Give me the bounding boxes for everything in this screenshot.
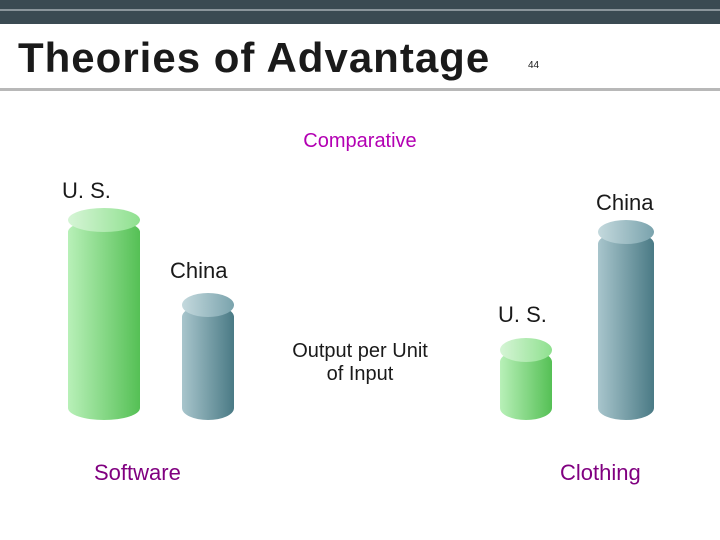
slide-top-bar bbox=[0, 0, 720, 24]
center-label-line1: Output per Unit bbox=[292, 340, 428, 362]
label-clothing: Clothing bbox=[560, 460, 641, 486]
cylinder-body bbox=[598, 232, 654, 420]
cylinder-body bbox=[68, 220, 140, 420]
label-us-right: U. S. bbox=[498, 302, 547, 328]
label-us-left: U. S. bbox=[62, 178, 111, 204]
page-number: 44 bbox=[528, 60, 539, 71]
cylinder-top bbox=[182, 293, 234, 317]
slide-top-bar-line bbox=[0, 9, 720, 11]
label-china-left: China bbox=[170, 258, 227, 284]
cylinder-body bbox=[182, 305, 234, 420]
cylinder-clothing-china bbox=[598, 232, 654, 420]
cylinder-software-us bbox=[68, 220, 140, 420]
page-title: Theories of Advantage bbox=[18, 34, 490, 82]
title-underline bbox=[0, 88, 720, 91]
label-software: Software bbox=[94, 460, 181, 486]
subtitle-comparative: Comparative bbox=[303, 130, 416, 153]
cylinder-software-china bbox=[182, 305, 234, 420]
label-china-right: China bbox=[596, 190, 653, 216]
cylinder-top bbox=[598, 220, 654, 244]
cylinder-clothing-us bbox=[500, 350, 552, 420]
cylinder-top bbox=[68, 208, 140, 232]
center-label-line2: of Input bbox=[327, 363, 394, 385]
center-label-output: Output per Unit of Input bbox=[292, 340, 428, 386]
cylinder-top bbox=[500, 338, 552, 362]
